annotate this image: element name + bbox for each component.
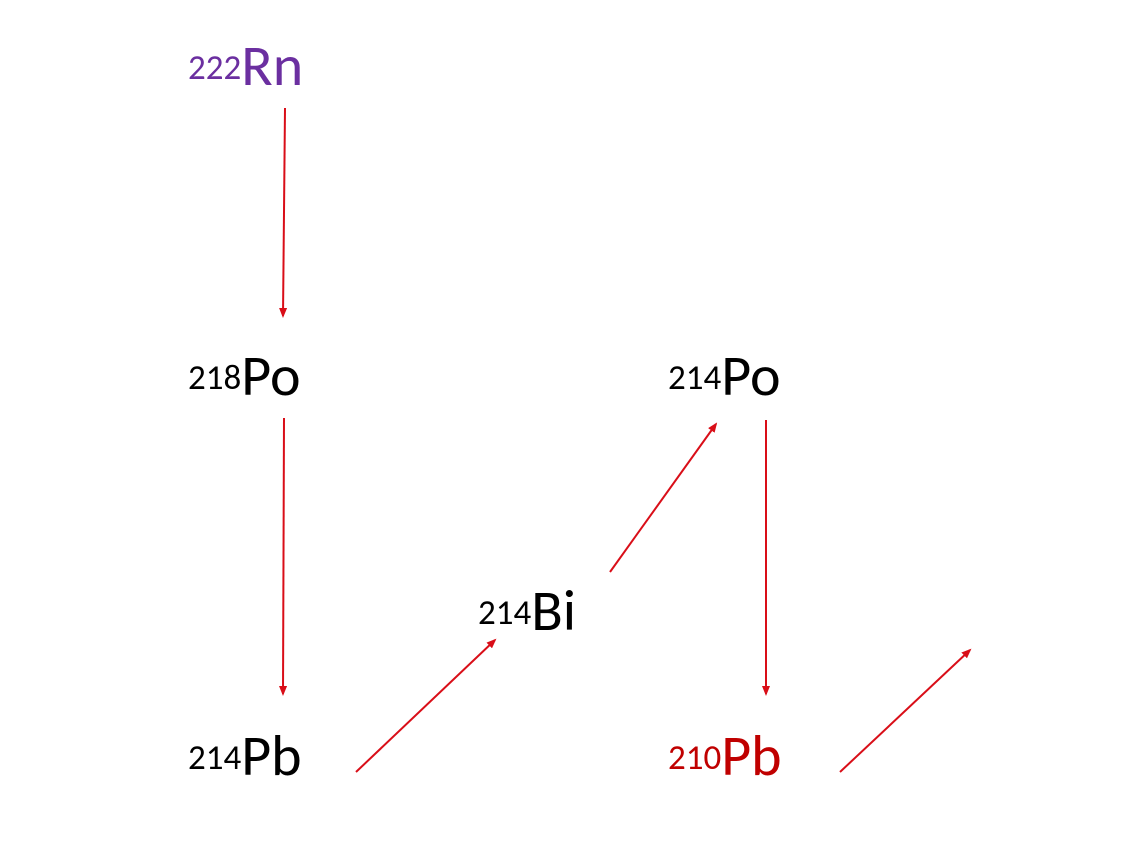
mass-number: 214 [668, 357, 721, 399]
nuclide-po214: 214Po [668, 340, 781, 411]
element-symbol: Rn [241, 30, 303, 101]
nuclide-pb214: 214Pb [188, 720, 302, 791]
mass-number: 214 [188, 737, 241, 779]
decay-arrow-bi214-to-po214 [610, 424, 716, 572]
element-symbol: Po [241, 340, 300, 411]
mass-number: 210 [668, 737, 721, 779]
element-symbol: Bi [531, 575, 576, 646]
mass-number: 218 [188, 357, 241, 399]
decay-chain-diagram: 222Rn218Po214Po214Bi214Pb210Pb [0, 0, 1140, 855]
nuclide-rn222: 222Rn [188, 30, 303, 101]
nuclide-po218: 218Po [188, 340, 301, 411]
decay-arrow-po218-to-pb214 [283, 418, 284, 694]
element-symbol: Po [721, 340, 780, 411]
element-symbol: Pb [721, 720, 781, 791]
decay-arrow-pb210-to-next [840, 650, 970, 772]
decay-arrow-rn222-to-po218 [283, 108, 285, 316]
arrows-layer [0, 0, 1140, 855]
decay-arrow-pb214-to-bi214 [356, 640, 495, 772]
element-symbol: Pb [241, 720, 301, 791]
nuclide-bi214: 214Bi [478, 575, 576, 646]
mass-number: 222 [188, 47, 241, 89]
mass-number: 214 [478, 592, 531, 634]
arrows-group [283, 108, 970, 772]
nuclide-pb210: 210Pb [668, 720, 782, 791]
